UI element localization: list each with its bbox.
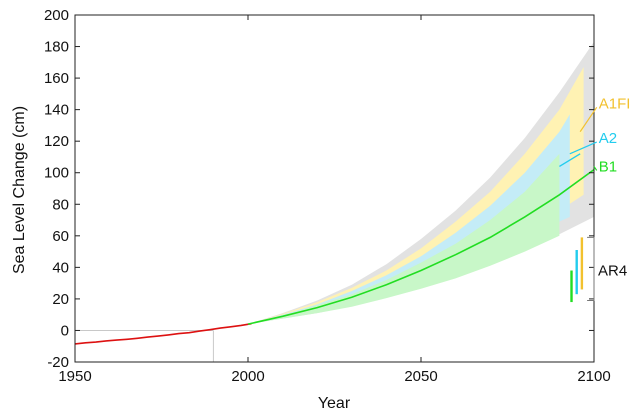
y-tick-label: 120 (44, 133, 69, 150)
x-tick-label: 1950 (58, 368, 91, 385)
b1-series-line (247, 168, 595, 325)
a1fi-leader-line (579, 106, 598, 133)
b1-leader-line (593, 166, 598, 171)
y-tick-label: 160 (44, 70, 69, 87)
y-tick-label: 100 (44, 165, 69, 182)
ar4-bracket (587, 236, 595, 301)
a2-segment (559, 153, 581, 168)
y-tick-label: 40 (52, 259, 69, 276)
y-tick-label: 20 (52, 291, 69, 308)
a2-series-label: A2 (599, 130, 617, 147)
y-tick-label: 60 (52, 228, 69, 245)
y-tick-label: 140 (44, 102, 69, 119)
x-tick-label: 2100 (577, 368, 610, 385)
projection-bands (248, 41, 594, 325)
y-tick-label: 180 (44, 39, 69, 56)
y-tick-label: 0 (61, 322, 69, 339)
ar4-label: AR4 (598, 263, 627, 280)
observed-series-line (74, 322, 252, 345)
b1-series-label: B1 (599, 158, 617, 175)
data-lines (74, 153, 595, 362)
y-tick-label: -20 (47, 354, 69, 371)
plot-frame (74, 14, 595, 363)
series-labels: A1FI A2 B1 AR4 (569, 95, 631, 303)
b1-band (248, 153, 560, 325)
a1fi-series-label: A1FI (599, 95, 631, 112)
y-tick-label: 200 (44, 7, 69, 24)
axes: 1950 2000 2050 2100 -20 0 20 40 60 80 100 120 140 160… (44, 7, 611, 385)
a2-leader-line (569, 141, 597, 155)
y-axis-label: Sea Level Change (cm) (11, 106, 28, 274)
x-axis-label: Year (318, 395, 351, 412)
y-tick-label: 80 (52, 196, 69, 213)
x-tick-label: 2000 (231, 368, 264, 385)
x-tick-label: 2050 (404, 368, 437, 385)
